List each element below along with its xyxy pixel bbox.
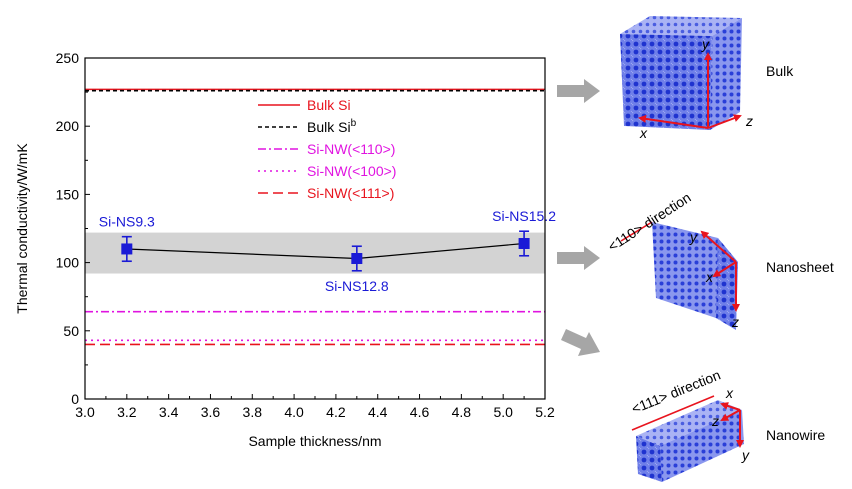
shaded-band <box>85 232 545 274</box>
bulk-cube-side <box>710 18 742 130</box>
x-tick-label: 3.6 <box>201 404 221 420</box>
y-tick-label: 250 <box>56 50 80 66</box>
nanowire-z-vector <box>720 409 741 421</box>
x-tick-label: 4.4 <box>368 404 388 420</box>
x-tick-label: 4.0 <box>284 404 304 420</box>
bulk-z-vector <box>707 114 742 129</box>
reference-lines <box>85 88 545 346</box>
arrow-to-nanowire <box>561 329 600 356</box>
y-axis-ticks: 0 50 100 150 200 250 <box>56 50 90 407</box>
nanowire-axis-z: z <box>711 413 719 429</box>
nanowire-top <box>636 400 742 446</box>
x-axis-title: Sample thickness/nm <box>248 433 381 449</box>
x-axis-ticks: 3.0 3.2 3.4 3.6 3.8 4.0 4.2 4.4 4.6 4.8 5.0 5.2 <box>75 394 555 420</box>
data-point-1 <box>351 253 363 265</box>
legend: Bulk Si Bulk Sib Si-NW(<110>) Si-NW(<100>) S… <box>258 97 396 201</box>
nanowire-front <box>636 436 662 482</box>
nanosheet-dir-vector <box>620 221 653 242</box>
legend-label-1: Bulk Sib <box>307 118 357 135</box>
plot-area: Si-NS9.3Si-NS12.8Si-NS15.2 3.0 3.2 3.4 3.6 3… <box>14 50 556 449</box>
bulk-cube-top <box>620 16 742 36</box>
nanowire-dir-vector <box>631 395 715 431</box>
bulk-axis-y: y <box>701 36 710 52</box>
data-point-2 <box>518 238 530 250</box>
nanowire-x-vector <box>720 402 741 411</box>
bulk-label: Bulk <box>766 63 794 79</box>
bulk-axis-z: z <box>745 113 753 129</box>
legend-label-3: Si-NW(<100>) <box>307 163 396 179</box>
legend-label-0: Bulk Si <box>307 97 351 113</box>
x-tick-label: 4.8 <box>452 404 472 420</box>
nanowire-side <box>660 410 744 482</box>
x-tick-label: 3.0 <box>75 404 95 420</box>
data-point-label-1: Si-NS12.8 <box>325 278 389 294</box>
x-tick-label: 4.6 <box>410 404 430 420</box>
nanosheet-x-vector <box>712 261 737 278</box>
y-tick-label: 200 <box>56 118 80 134</box>
x-tick-label: 5.2 <box>535 404 555 420</box>
data-point-label-2: Si-NS15.2 <box>492 208 556 224</box>
nanosheet-y-vector <box>700 230 737 263</box>
nanosheet-axis-y: y <box>689 229 698 245</box>
x-tick-label: 3.4 <box>159 404 179 420</box>
arrow-to-bulk <box>557 79 600 103</box>
bulk-structure: y x z Bulk <box>620 16 794 141</box>
data-point-0 <box>121 243 133 255</box>
y-tick-label: 150 <box>56 186 80 202</box>
data-series: Si-NS9.3 Si-NS12.8 Si-NS15.2 <box>99 208 556 294</box>
bulk-axis-x: x <box>639 125 648 141</box>
nanowire-axis-x: x <box>725 385 734 401</box>
bulk-cube-front <box>620 34 712 130</box>
nanosheet-label: Nanosheet <box>766 259 834 275</box>
nanowire-label: Nanowire <box>766 427 825 443</box>
nanowire-structure: <111> direction x z y Nanowire <box>629 367 825 482</box>
arrow-to-nanosheet <box>557 246 600 270</box>
legend-superscript: b <box>351 118 357 129</box>
nanowire-axis-y: y <box>741 447 750 463</box>
data-point-label-0: Si-NS9.3 <box>99 214 155 230</box>
nanosheet-front <box>652 222 718 318</box>
legend-label-2: Si-NW(<110>) <box>307 141 395 157</box>
y-tick-label: 50 <box>63 323 79 339</box>
nanosheet-axis-z: z <box>731 314 739 330</box>
arrows <box>557 79 600 356</box>
nanosheet-structure: <110> direction y x z Nanosheet <box>605 189 834 330</box>
legend-label-4: Si-NW(<111>) <box>307 185 394 201</box>
y-tick-label: 100 <box>56 255 80 271</box>
x-tick-label: 3.2 <box>117 404 137 420</box>
x-tick-label: 3.8 <box>243 404 263 420</box>
y-axis-title: Thermal conductivity/W/mK <box>14 143 30 314</box>
x-tick-label: 5.0 <box>493 404 513 420</box>
bulk-x-vector <box>638 114 709 129</box>
y-tick-label: 0 <box>71 391 79 407</box>
x-tick-label: 4.2 <box>326 404 346 420</box>
nanosheet-axis-x: x <box>705 269 714 285</box>
